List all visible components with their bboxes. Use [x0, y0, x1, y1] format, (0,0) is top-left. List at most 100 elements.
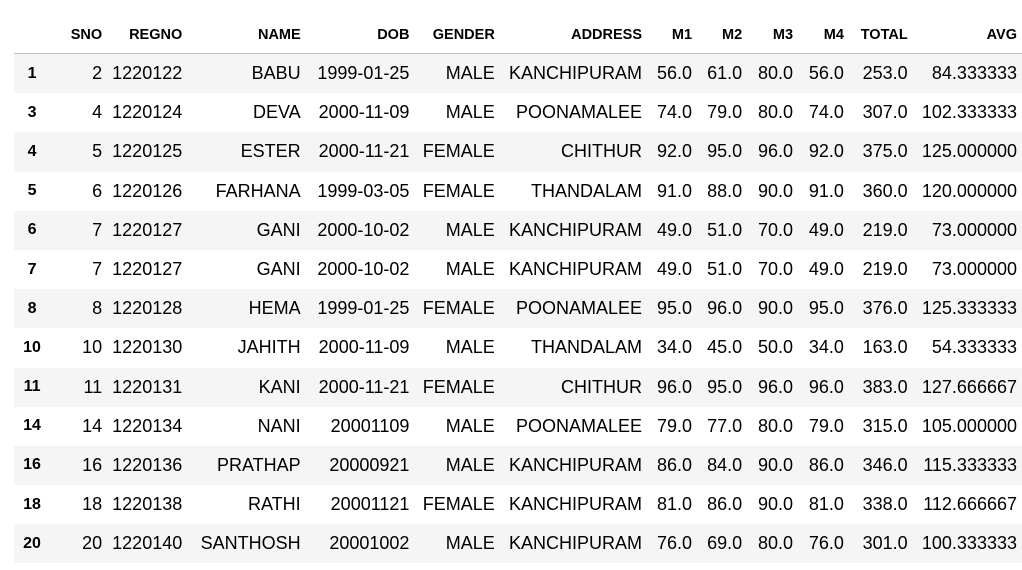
cell-sno: 2: [92, 63, 103, 84]
cell-gender: MALE: [445, 102, 495, 123]
table-row: 8 8 1220128 HEMA 1999-01-25 FEMALE POONAMALEE 9…: [14, 289, 1022, 329]
cell-m4: 74.0: [808, 102, 844, 123]
cell-sno: 7: [92, 219, 103, 240]
cell-address: KANCHIPURAM: [509, 219, 643, 240]
cell-m3: 96.0: [758, 376, 794, 397]
cell-regno: 1220131: [112, 376, 183, 397]
cell-avg: 105.000000: [921, 415, 1017, 436]
cell-dob: 20000921: [329, 454, 410, 475]
cell-dob: 2000-10-02: [317, 219, 410, 240]
row-index: 7: [27, 260, 37, 278]
cell-sno: 20: [82, 533, 103, 554]
cell-m1: 34.0: [657, 337, 693, 358]
cell-m1: 76.0: [657, 533, 693, 554]
cell-address: POONAMALEE: [515, 298, 643, 319]
cell-address: KANCHIPURAM: [509, 259, 643, 280]
cell-avg: 120.000000: [921, 180, 1017, 201]
cell-m3: 80.0: [758, 415, 794, 436]
table-row: 5 6 1220126 FARHANA 1999-03-05 FEMALE THANDALA…: [14, 171, 1022, 211]
cell-m4: 56.0: [808, 63, 844, 84]
cell-avg: 127.666667: [921, 376, 1017, 397]
cell-total: 315.0: [862, 415, 908, 436]
table-row: 3 4 1220124 DEVA 2000-11-09 MALE POONAMALEE 74.…: [14, 93, 1022, 133]
cell-m2: 69.0: [707, 533, 743, 554]
cell-avg: 115.333333: [923, 454, 1017, 475]
cell-m3: 80.0: [758, 63, 794, 84]
cell-m1: 91.0: [657, 180, 693, 201]
cell-m1: 96.0: [657, 376, 693, 397]
column-header-dob: DOB: [305, 16, 415, 54]
cell-regno: 1220122: [112, 63, 183, 84]
cell-name: JAHITH: [237, 337, 301, 358]
cell-m3: 96.0: [758, 141, 794, 162]
cell-m1: 74.0: [657, 102, 693, 123]
column-header-address: ADDRESS: [499, 16, 648, 54]
column-header-sno: SNO: [50, 16, 108, 54]
cell-regno: 1220124: [112, 102, 183, 123]
row-index: 20: [23, 534, 41, 552]
cell-m2: 84.0: [707, 454, 743, 475]
cell-avg: 73.000000: [931, 219, 1017, 240]
column-header-total: TOTAL: [848, 16, 913, 54]
row-index: 5: [27, 182, 37, 200]
cell-m4: 81.0: [808, 494, 844, 515]
row-index: 4: [27, 142, 37, 160]
cell-name: DEVA: [252, 102, 301, 123]
cell-sno: 7: [92, 259, 103, 280]
cell-dob: 2000-11-09: [318, 102, 410, 123]
cell-m4: 79.0: [808, 415, 844, 436]
cell-total: 375.0: [862, 141, 908, 162]
cell-m4: 49.0: [808, 219, 844, 240]
cell-m2: 77.0: [707, 415, 743, 436]
cell-avg: 73.000000: [931, 259, 1017, 280]
row-index: 6: [27, 221, 37, 239]
cell-m2: 45.0: [707, 337, 743, 358]
row-index: 11: [23, 378, 41, 396]
cell-address: THANDALAM: [531, 337, 643, 358]
cell-name: PRATHAP: [216, 454, 301, 475]
cell-dob: 1999-01-25: [317, 63, 410, 84]
cell-sno: 16: [82, 454, 103, 475]
cell-name: BABU: [251, 63, 301, 84]
cell-regno: 1220130: [112, 337, 183, 358]
cell-m3: 90.0: [758, 298, 794, 319]
cell-m2: 61.0: [707, 63, 743, 84]
cell-m2: 95.0: [707, 376, 743, 397]
cell-m2: 51.0: [707, 259, 743, 280]
cell-regno: 1220136: [112, 454, 183, 475]
cell-total: 346.0: [862, 454, 908, 475]
cell-m3: 50.0: [758, 337, 794, 358]
cell-gender: MALE: [445, 219, 495, 240]
cell-gender: MALE: [445, 337, 495, 358]
table-row: 11 11 1220131 KANI 2000-11-21 FEMALE CHITHUR 96…: [14, 367, 1022, 407]
cell-m3: 80.0: [758, 102, 794, 123]
cell-m1: 49.0: [657, 219, 693, 240]
cell-m4: 49.0: [808, 259, 844, 280]
cell-name: GANI: [256, 259, 301, 280]
column-header-m2: M2: [697, 16, 748, 54]
table-row: 20 20 1220140 SANTHOSH 20001002 MALE KANCHIPUR…: [14, 524, 1022, 564]
cell-gender: FEMALE: [422, 298, 495, 319]
table-row: 6 7 1220127 GANI 2000-10-02 MALE KANCHIPURAM 49…: [14, 210, 1022, 250]
table-body: 1 2 1220122 BABU 1999-01-25 MALE KANCHIPURAM 56…: [14, 53, 1022, 564]
cell-name: RATHI: [248, 494, 301, 515]
cell-gender: FEMALE: [422, 494, 495, 515]
cell-m1: 49.0: [657, 259, 693, 280]
cell-address: POONAMALEE: [515, 415, 643, 436]
column-header-m3: M3: [747, 16, 799, 54]
cell-sno: 10: [82, 337, 103, 358]
index-column-header: [14, 16, 51, 54]
dataframe-table: SNO REGNO NAME DOB GENDER ADDRESS M1 M2 M3 M4 TOTA…: [14, 16, 1022, 564]
cell-m4: 76.0: [808, 533, 844, 554]
cell-total: 253.0: [862, 63, 908, 84]
cell-total: 301.0: [862, 533, 908, 554]
cell-total: 360.0: [862, 180, 908, 201]
row-index: 10: [23, 338, 41, 356]
cell-name: GANI: [256, 219, 301, 240]
cell-gender: MALE: [445, 454, 495, 475]
cell-sno: 14: [82, 415, 103, 436]
cell-gender: FEMALE: [422, 376, 495, 397]
header-row: SNO REGNO NAME DOB GENDER ADDRESS M1 M2 M3 M4 TOTA…: [14, 16, 1022, 54]
cell-name: KANI: [258, 376, 301, 397]
cell-avg: 125.000000: [921, 141, 1017, 162]
